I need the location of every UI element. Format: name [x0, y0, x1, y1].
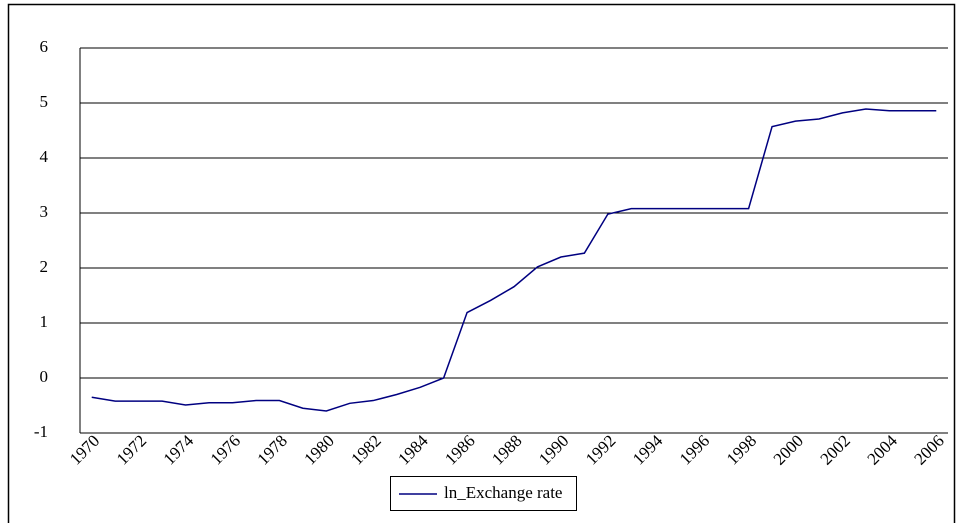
legend-box [390, 476, 577, 511]
y-tick-label: 5 [40, 92, 49, 111]
y-tick-label: 3 [40, 202, 49, 221]
y-tick-label: 4 [40, 147, 49, 166]
y-tick-label: -1 [34, 422, 48, 441]
y-tick-label: 1 [40, 312, 49, 331]
y-tick-label: 0 [40, 367, 49, 386]
chart-frame [7, 3, 956, 523]
data-line [91, 108, 937, 412]
y-tick-label: 2 [40, 257, 49, 276]
y-tick-label: 6 [40, 37, 49, 56]
legend-label: ln_Exchange rate [444, 483, 562, 502]
